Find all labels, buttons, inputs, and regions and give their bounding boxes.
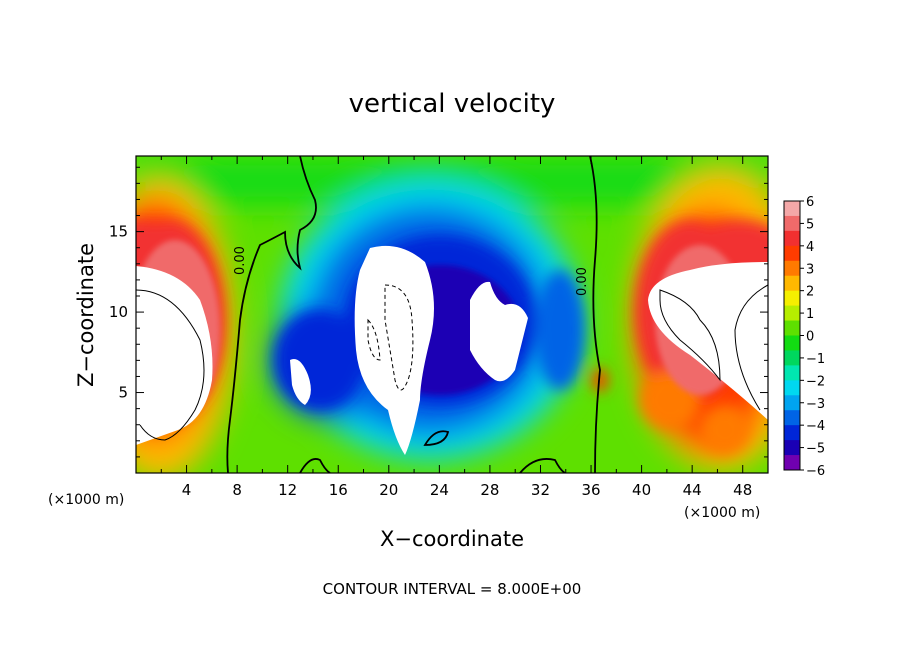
plot-frame <box>135 155 769 474</box>
x-tick-label: 4 <box>182 481 192 499</box>
downdraft-core-left <box>290 359 311 405</box>
x-axis: 4 8 12 16 20 24 28 32 36 40 44 48 <box>160 156 752 499</box>
colorbar-swatch <box>784 410 800 426</box>
contour-label-left: 0.00 <box>233 246 248 275</box>
thin-contours <box>136 284 768 441</box>
downdraft-core-center <box>354 245 434 455</box>
x-tick-label: 16 <box>329 481 348 499</box>
x-tick-label: 24 <box>430 481 449 499</box>
colorbar-swatch <box>784 395 800 411</box>
velocity-field <box>136 156 768 473</box>
colorbar-tick-label: 5 <box>806 217 814 232</box>
colorbar-tick-label: −4 <box>806 419 825 434</box>
y-axis-label: Z−coordinate <box>74 243 98 387</box>
contour-label-right: 0.00 <box>575 267 590 296</box>
colorbar-swatch <box>784 365 800 381</box>
x-tick-label: 48 <box>733 481 752 499</box>
colorbar-tick-label: −6 <box>806 464 825 479</box>
colorbar-swatch <box>784 201 800 217</box>
colorbar-tick-label: 0 <box>806 330 814 345</box>
colorbar-swatch <box>784 290 800 307</box>
y-tick-label: 5 <box>118 384 128 402</box>
downdraft-core-right <box>470 281 528 382</box>
colorbar-swatch <box>784 425 800 441</box>
colorbar-tick-label: −5 <box>806 442 825 457</box>
y-axis: 5 10 15 <box>109 166 768 458</box>
colorbar-tick-label: 1 <box>806 307 814 322</box>
x-tick-label: 40 <box>632 481 651 499</box>
x-unit-right: (×1000 m) <box>684 505 760 521</box>
x-tick-label: 36 <box>581 481 600 499</box>
x-axis-label: X−coordinate <box>380 527 524 551</box>
colorbar-swatch <box>784 320 800 336</box>
colorbar-swatch <box>784 380 800 396</box>
colorbar-tick-label: 2 <box>806 285 814 300</box>
colorbar-swatch <box>784 230 800 247</box>
colorbar-swatch <box>784 215 800 232</box>
x-tick-label: 12 <box>278 481 297 499</box>
colorbar-swatch <box>784 245 800 262</box>
colorbar-swatch <box>784 440 800 456</box>
colorbar-tick-label: −2 <box>806 374 825 389</box>
x-tick-label: 28 <box>480 481 499 499</box>
colorbar-swatch <box>784 275 800 292</box>
x-unit-left: (×1000 m) <box>48 492 124 508</box>
colorbar-tick-label: 4 <box>806 240 814 255</box>
colorbar-swatch <box>784 305 800 322</box>
chart-title: vertical velocity <box>349 89 556 119</box>
x-tick-label: 20 <box>379 481 398 499</box>
colorbar-tick-label: 3 <box>806 262 814 277</box>
colorbar-tick-label: −3 <box>806 397 825 412</box>
contour-interval-note: CONTOUR INTERVAL = 8.000E+00 <box>323 580 582 598</box>
colorbar-swatch <box>784 335 800 351</box>
colorbar-swatch <box>784 350 800 366</box>
y-tick-label: 15 <box>109 223 128 241</box>
colorbar-tick-label: 6 <box>806 195 814 210</box>
x-tick-label: 8 <box>232 481 242 499</box>
colorbar-tick-label: −1 <box>806 352 825 367</box>
x-tick-label: 44 <box>683 481 702 499</box>
dashed-contours <box>367 284 414 391</box>
colorbar: 6 5 4 3 2 1 0 −1 −2 −3 −4 −5 −6 <box>783 195 825 479</box>
updraft-core-right <box>648 262 768 420</box>
updraft-core-left <box>136 266 213 445</box>
y-tick-label: 10 <box>109 303 128 321</box>
colorbar-swatch <box>784 455 800 471</box>
colorbar-swatch <box>784 260 800 277</box>
zero-contours <box>226 156 601 473</box>
x-tick-label: 32 <box>531 481 550 499</box>
